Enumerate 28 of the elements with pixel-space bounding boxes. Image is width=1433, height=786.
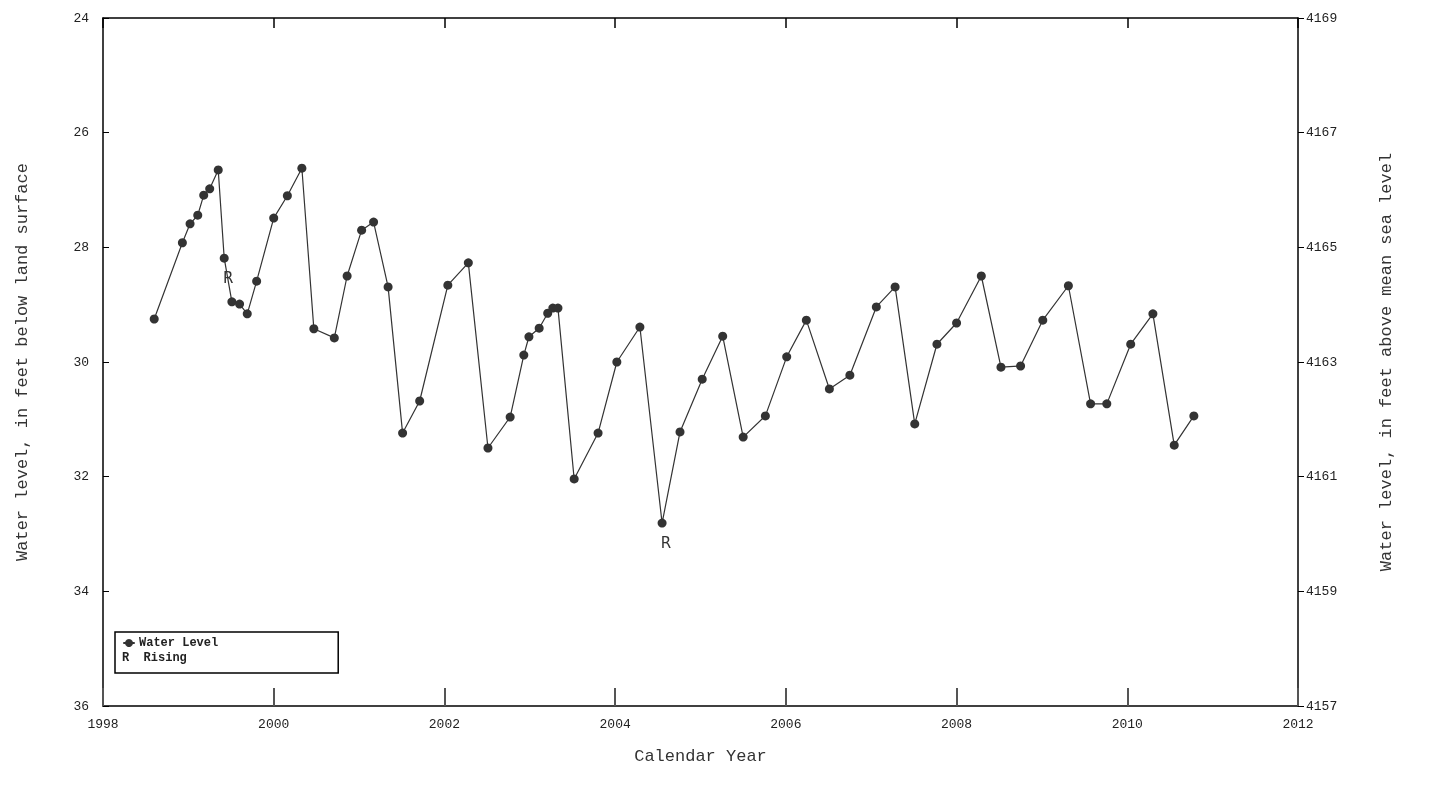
y2-axis-title: Water level, in feet above mean sea level	[1377, 152, 1396, 572]
x-tick-label: 2002	[428, 717, 461, 732]
x-tick-label: 2010	[1111, 717, 1143, 732]
y2-tick-label: 4163	[1306, 354, 1338, 370]
x-tick-label: 2000	[258, 717, 290, 732]
y2-tick-label: 4157	[1306, 698, 1338, 714]
x-tick-label: 2008	[940, 717, 973, 732]
x-axis-title: Calendar Year	[634, 747, 767, 766]
x-tick-label: 2006	[770, 717, 802, 732]
y2-tick-label: 4167	[1306, 125, 1338, 141]
y2-tick-label: 4165	[1306, 239, 1338, 255]
y-tick-label: 26	[73, 125, 89, 141]
x-tick-label: 1998	[87, 717, 119, 732]
y-tick-label: 24	[73, 10, 90, 26]
annotation: R	[660, 533, 672, 552]
x-tick-label: 2004	[599, 717, 631, 732]
y2-tick-label: 4159	[1306, 583, 1338, 599]
annotation: R Rising	[122, 651, 187, 665]
y-axis-title: Water level, in feet below land surface	[13, 163, 32, 561]
y2-tick-label: 4161	[1306, 469, 1338, 485]
y-tick-label: 28	[73, 239, 89, 255]
y2-tick-label: 4169	[1306, 10, 1338, 26]
y-tick-label: 32	[73, 469, 89, 485]
y-tick-label: 34	[73, 583, 90, 599]
legend-label: Water Level	[139, 636, 219, 650]
y-tick-label: 30	[73, 354, 89, 370]
y-tick-label: 36	[73, 698, 89, 714]
x-tick-label: 2012	[1282, 717, 1314, 732]
